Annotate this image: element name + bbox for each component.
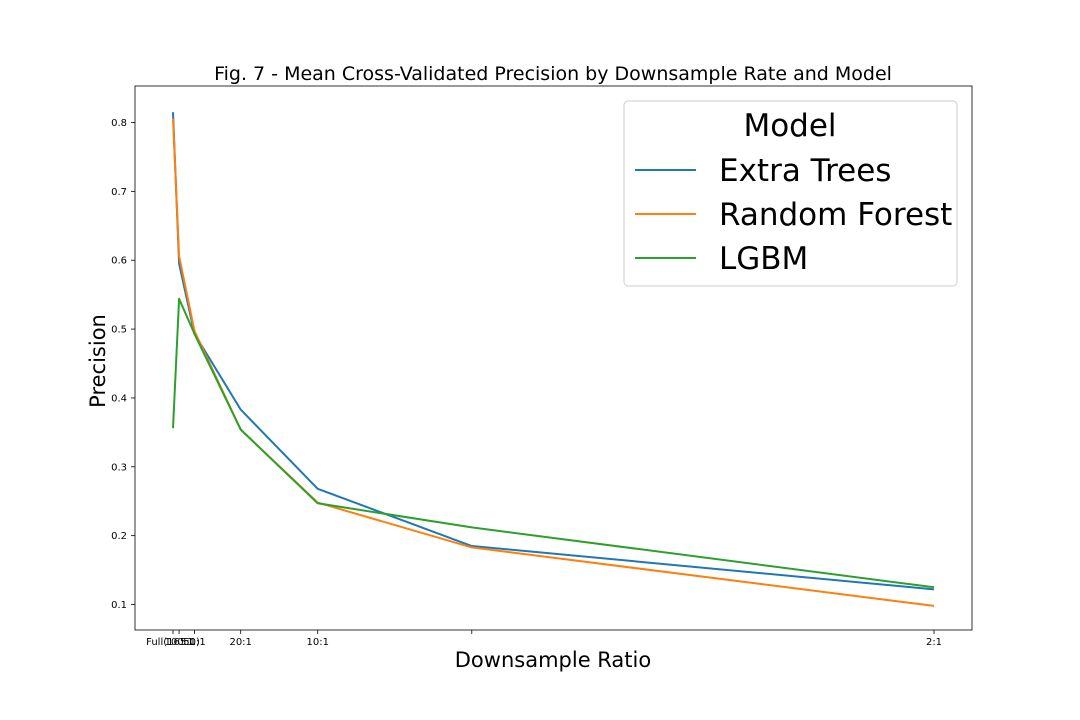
legend-label: Random Forest <box>719 197 952 233</box>
legend: Model Extra Trees Random Forest LGBM <box>623 100 958 287</box>
legend-box <box>623 100 958 287</box>
y-axis-label: Precision <box>86 314 110 408</box>
series-lines <box>172 112 935 607</box>
series-line-lgbm <box>172 297 935 589</box>
x-tick-label: 100:1 <box>165 637 194 648</box>
x-tick-label: 20:1 <box>229 637 251 648</box>
x-axis-ticks: Full(165:1)100:150:1 20:1 10:1 2:1 <box>146 630 942 648</box>
y-tick-label: 0.2 <box>111 531 127 542</box>
x-tick-label: 50:1 <box>183 637 205 648</box>
x-tick-label: Full(165:1) <box>146 637 200 648</box>
y-tick-label: 0.1 <box>111 600 127 611</box>
legend-label: Extra Trees <box>719 153 891 189</box>
legend-entries: Extra Trees Random Forest LGBM <box>635 153 952 277</box>
legend-title: Model <box>743 108 836 144</box>
y-tick-label: 0.3 <box>111 462 127 473</box>
y-tick-label: 0.7 <box>111 187 127 198</box>
y-tick-label: 0.6 <box>111 256 127 267</box>
series-line-extra-trees <box>172 112 935 591</box>
chart-title: Fig. 7 - Mean Cross-Validated Precision … <box>214 63 892 85</box>
x-tick-label: 10:1 <box>306 637 328 648</box>
x-axis-label: Downsample Ratio <box>455 648 651 672</box>
y-tick-label: 0.4 <box>111 393 127 404</box>
plot-area: 0.1 0.2 0.3 0.4 0.5 0.6 0.7 0.8 Full(165:1)100:… <box>111 85 973 648</box>
plot-frame <box>134 85 973 631</box>
y-axis-ticks: 0.1 0.2 0.3 0.4 0.5 0.6 0.7 0.8 <box>111 118 135 611</box>
legend-label: LGBM <box>719 241 808 277</box>
y-tick-label: 0.5 <box>111 325 127 336</box>
y-tick-label: 0.8 <box>111 118 127 129</box>
x-tick-label: 2:1 <box>926 637 942 648</box>
